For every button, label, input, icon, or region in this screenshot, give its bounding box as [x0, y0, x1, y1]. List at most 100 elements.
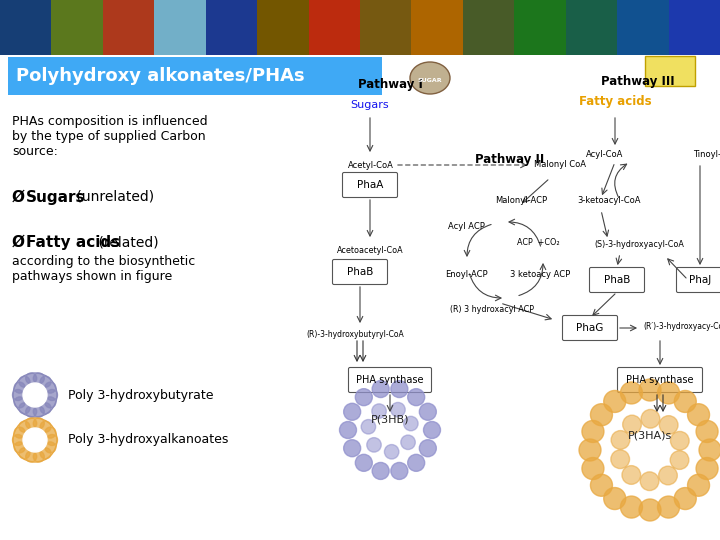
Circle shape	[14, 427, 25, 438]
Circle shape	[582, 421, 604, 442]
Circle shape	[640, 472, 659, 490]
Circle shape	[12, 435, 24, 446]
Circle shape	[40, 376, 51, 387]
Circle shape	[45, 382, 56, 393]
Text: PhaJ: PhaJ	[689, 275, 711, 285]
Circle shape	[26, 451, 37, 462]
Text: PhaB: PhaB	[604, 275, 630, 285]
Circle shape	[611, 430, 630, 449]
Text: Pathway II: Pathway II	[475, 153, 544, 166]
Circle shape	[14, 397, 25, 408]
Circle shape	[45, 397, 56, 408]
Circle shape	[699, 439, 720, 461]
Text: Sugars: Sugars	[26, 190, 86, 205]
Circle shape	[696, 457, 718, 480]
Circle shape	[19, 421, 30, 432]
Circle shape	[12, 389, 24, 401]
Circle shape	[355, 454, 372, 471]
Circle shape	[419, 440, 436, 457]
Circle shape	[47, 435, 58, 446]
Circle shape	[670, 451, 689, 469]
Text: Polyhydroxy alkonates/PHAs: Polyhydroxy alkonates/PHAs	[16, 67, 305, 85]
Circle shape	[641, 409, 660, 428]
Circle shape	[639, 499, 661, 521]
Circle shape	[622, 465, 641, 484]
Circle shape	[33, 418, 45, 429]
Bar	[8, 57, 382, 95]
Text: (related): (related)	[94, 235, 158, 249]
Circle shape	[14, 382, 25, 393]
Text: 3-ketoacyl-CoA: 3-ketoacyl-CoA	[577, 196, 641, 205]
Text: Tinoyl-CoA: Tinoyl-CoA	[693, 150, 720, 159]
Circle shape	[33, 373, 45, 384]
Bar	[669, 0, 720, 55]
Circle shape	[40, 403, 51, 414]
Text: PHA synthase: PHA synthase	[626, 375, 694, 385]
FancyBboxPatch shape	[590, 267, 644, 293]
Bar	[617, 0, 670, 55]
Text: Poly 3-hydroxybutyrate: Poly 3-hydroxybutyrate	[68, 388, 214, 402]
Text: ACP  +CO₂: ACP +CO₂	[517, 238, 559, 247]
Text: (R)-3-hydroxybutyryl-CoA: (R)-3-hydroxybutyryl-CoA	[306, 330, 404, 339]
Circle shape	[590, 404, 613, 426]
Circle shape	[621, 382, 642, 404]
Bar	[566, 0, 618, 55]
Text: Ø: Ø	[12, 235, 25, 250]
FancyBboxPatch shape	[677, 267, 720, 293]
Circle shape	[343, 440, 361, 457]
Bar	[257, 0, 310, 55]
Text: (R) 3 hydroxacyl ACP: (R) 3 hydroxacyl ACP	[450, 305, 534, 314]
Circle shape	[582, 457, 604, 480]
Circle shape	[659, 466, 678, 485]
Text: Fatty acids: Fatty acids	[26, 235, 120, 250]
Circle shape	[696, 421, 718, 442]
Circle shape	[372, 381, 389, 397]
Circle shape	[23, 428, 47, 452]
Circle shape	[579, 439, 601, 461]
Circle shape	[361, 420, 376, 434]
Circle shape	[639, 379, 661, 401]
Circle shape	[590, 474, 613, 496]
Bar	[103, 0, 156, 55]
Circle shape	[404, 416, 418, 431]
Text: Ø: Ø	[12, 190, 25, 205]
Bar	[51, 0, 104, 55]
Text: (S)-3-hydroxyacyl-CoA: (S)-3-hydroxyacyl-CoA	[594, 240, 684, 249]
Circle shape	[688, 404, 709, 426]
Bar	[360, 0, 413, 55]
Text: Sugars: Sugars	[351, 100, 390, 110]
Bar	[463, 0, 516, 55]
Bar	[154, 0, 207, 55]
Bar	[411, 0, 464, 55]
Text: P(3HA)s: P(3HA)s	[628, 430, 672, 440]
Circle shape	[401, 435, 415, 449]
Circle shape	[372, 404, 387, 418]
Circle shape	[604, 390, 626, 413]
Text: (R′)-3-hydroxyacy-CoA: (R′)-3-hydroxyacy-CoA	[643, 322, 720, 331]
Bar	[309, 0, 361, 55]
Circle shape	[47, 389, 58, 401]
Text: Malonyl CoA: Malonyl CoA	[534, 160, 586, 169]
Text: Acetyl-CoA: Acetyl-CoA	[348, 161, 394, 170]
Circle shape	[372, 462, 389, 480]
Text: Pathway III: Pathway III	[601, 75, 675, 88]
Circle shape	[657, 496, 680, 518]
Circle shape	[660, 416, 678, 434]
Bar	[0, 0, 720, 55]
Text: Malonyl-ACP: Malonyl-ACP	[495, 196, 547, 205]
Text: by the type of supplied Carbon: by the type of supplied Carbon	[12, 130, 206, 143]
Text: P(3HB): P(3HB)	[371, 415, 409, 424]
Circle shape	[674, 390, 696, 413]
Bar	[0, 0, 53, 55]
Text: Poly 3-hydroxyalkanoates: Poly 3-hydroxyalkanoates	[68, 434, 228, 447]
Circle shape	[674, 488, 696, 510]
Circle shape	[384, 444, 399, 459]
Circle shape	[26, 373, 37, 384]
Circle shape	[40, 448, 51, 459]
Circle shape	[408, 454, 425, 471]
Circle shape	[33, 406, 45, 417]
Circle shape	[408, 389, 425, 406]
Text: PHA synthase: PHA synthase	[356, 375, 424, 385]
Circle shape	[621, 496, 642, 518]
Text: 3 ketoacy ACP: 3 ketoacy ACP	[510, 270, 570, 279]
